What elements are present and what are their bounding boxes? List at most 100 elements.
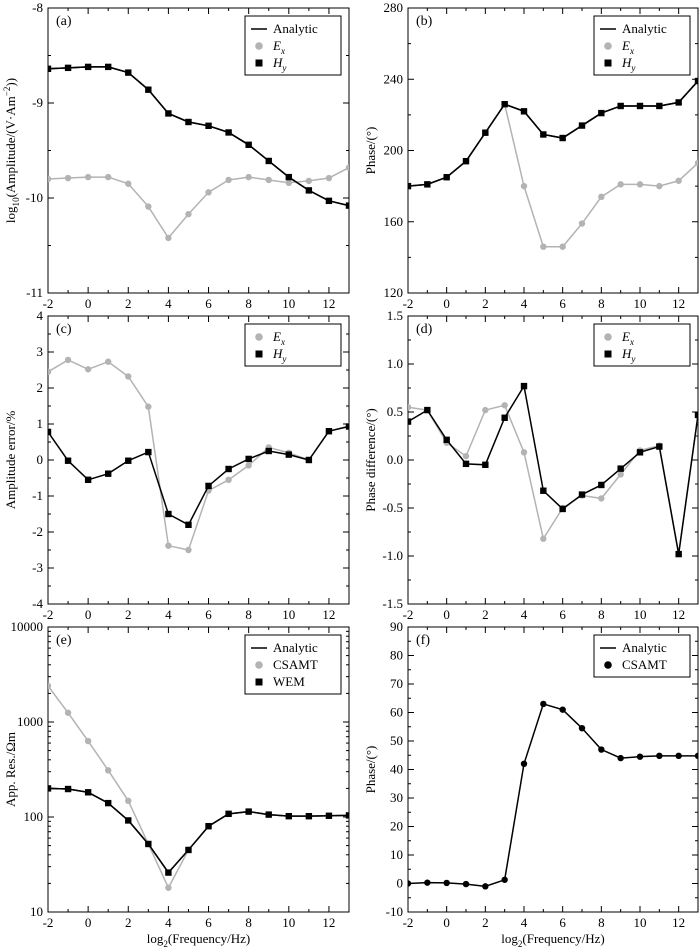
y-tick-label: 70 bbox=[390, 676, 403, 691]
data-point bbox=[84, 366, 92, 373]
data-point bbox=[462, 880, 470, 888]
data-layer bbox=[48, 63, 349, 242]
data-point bbox=[559, 243, 566, 250]
data-point bbox=[285, 451, 292, 458]
data-point bbox=[265, 811, 272, 818]
data-point bbox=[462, 452, 470, 460]
series-wem bbox=[48, 785, 349, 876]
y-tick-label: -4 bbox=[32, 596, 43, 611]
x-tick-label: -2 bbox=[43, 607, 54, 622]
x-tick-label: 10 bbox=[634, 915, 647, 930]
y-tick-label: 60 bbox=[390, 705, 403, 720]
legend-swatch bbox=[255, 42, 263, 50]
data-point bbox=[617, 465, 624, 472]
data-point bbox=[125, 180, 132, 187]
data-point bbox=[105, 63, 112, 71]
data-point bbox=[482, 461, 489, 468]
data-point bbox=[345, 164, 349, 171]
data-point bbox=[656, 102, 663, 110]
x-tick-label: 8 bbox=[598, 607, 605, 622]
series-line bbox=[48, 685, 349, 890]
data-point bbox=[225, 810, 232, 818]
data-point bbox=[125, 69, 132, 76]
data-point bbox=[105, 470, 112, 477]
y-tick-label: -3 bbox=[32, 560, 43, 575]
data-point bbox=[540, 487, 547, 494]
legend-swatch bbox=[604, 350, 612, 358]
data-point bbox=[694, 411, 698, 419]
x-tick-label: 12 bbox=[672, 296, 685, 311]
legend-box bbox=[244, 323, 342, 367]
legend-label: Ex bbox=[272, 38, 285, 56]
data-point bbox=[424, 879, 431, 886]
data-point bbox=[443, 879, 450, 887]
data-point bbox=[265, 447, 272, 455]
data-layer bbox=[408, 382, 698, 558]
data-point bbox=[424, 406, 431, 414]
data-point bbox=[540, 131, 547, 138]
x-tick-label: 6 bbox=[559, 607, 566, 622]
data-point bbox=[325, 197, 333, 205]
data-point bbox=[598, 495, 605, 502]
x-tick-label: -2 bbox=[43, 296, 54, 311]
data-point bbox=[145, 203, 152, 210]
y-tick-label: 90 bbox=[390, 619, 403, 634]
data-point bbox=[408, 404, 412, 411]
x-tick-label: -2 bbox=[403, 607, 414, 622]
legend-swatch bbox=[604, 59, 612, 67]
data-point bbox=[675, 752, 682, 760]
data-point bbox=[245, 808, 252, 815]
series-analytic bbox=[48, 787, 349, 874]
series-line bbox=[48, 787, 349, 874]
y-tick-label: 280 bbox=[384, 0, 404, 15]
x-tick-label: 6 bbox=[205, 915, 212, 930]
x-axis-label: log2(Frequency/Hz) bbox=[147, 931, 250, 949]
y-tick-label: 1.5 bbox=[387, 308, 403, 323]
y-axis-label: Phase difference/(°) bbox=[363, 408, 378, 512]
data-point bbox=[656, 752, 663, 760]
data-point bbox=[636, 102, 644, 110]
data-point bbox=[675, 550, 682, 558]
panel-label: (b) bbox=[416, 14, 433, 29]
data-point bbox=[165, 234, 172, 242]
y-tick-label: 50 bbox=[390, 733, 403, 748]
series-line bbox=[408, 102, 698, 248]
data-point bbox=[520, 108, 528, 115]
data-point bbox=[185, 521, 192, 528]
x-tick-label: 6 bbox=[559, 296, 566, 311]
data-point bbox=[598, 193, 605, 201]
series-ex bbox=[408, 402, 698, 558]
data-point bbox=[165, 542, 172, 549]
y-tick-label: -1.5 bbox=[382, 596, 403, 611]
x-tick-label: 4 bbox=[165, 607, 172, 622]
data-point bbox=[105, 358, 112, 365]
data-point bbox=[636, 449, 644, 456]
legend: Analytic CSAMT WEM bbox=[244, 634, 342, 695]
y-tick-label: 0 bbox=[37, 452, 44, 467]
x-tick-label: 8 bbox=[598, 915, 605, 930]
x-tick-label: 4 bbox=[521, 915, 528, 930]
legend-label: CSAMT bbox=[622, 657, 667, 672]
x-tick-label: 10 bbox=[282, 296, 295, 311]
data-point bbox=[125, 457, 132, 464]
data-point bbox=[540, 700, 547, 708]
data-point bbox=[84, 737, 92, 745]
data-point bbox=[185, 210, 192, 218]
data-point bbox=[694, 752, 698, 760]
data-point bbox=[145, 840, 152, 848]
y-tick-label: 10000 bbox=[11, 619, 44, 634]
y-tick-label: -8 bbox=[32, 0, 43, 15]
series-hy bbox=[48, 423, 349, 528]
data-point bbox=[205, 122, 212, 129]
series-analytic bbox=[48, 66, 349, 207]
panel-label: (c) bbox=[56, 322, 72, 337]
x-tick-label: 4 bbox=[165, 296, 172, 311]
series-csamt bbox=[408, 700, 698, 890]
data-point bbox=[225, 129, 232, 136]
data-point bbox=[185, 118, 192, 126]
panel-b: -2 0 2 4 6 8 10 12 120 160 200 240 280 Phase/(°) (b) An… bbox=[363, 0, 699, 311]
legend-label: Ex bbox=[621, 329, 634, 347]
data-point bbox=[64, 709, 72, 716]
